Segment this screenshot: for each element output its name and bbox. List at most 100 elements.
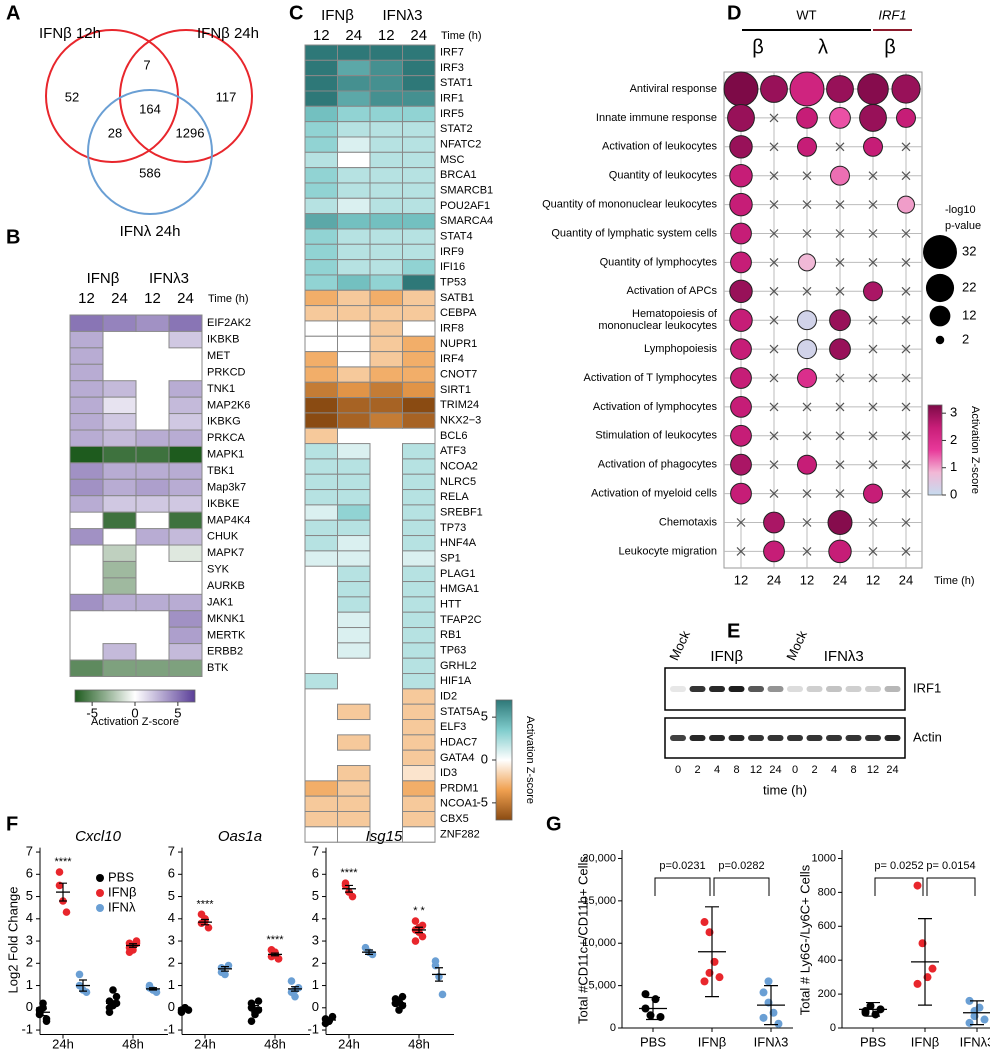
error-bar [221,966,229,972]
bubble [796,107,818,129]
band [865,686,881,692]
heatmap-cell [102,577,137,595]
row-label: Lymphopoiesis [644,343,717,355]
heatmap-cell [102,544,137,562]
no-data-mark [802,171,812,181]
heatmap-cell [337,826,371,843]
heatmap-cell [369,397,403,414]
bubble [727,103,755,132]
row-label: MKNK1 [207,613,245,625]
column-label: 24 [410,27,427,44]
no-data-mark [835,229,845,238]
x-tick-label: 24h [52,1036,74,1050]
row-label: IRF3 [440,62,464,74]
heatmap-cell [304,443,338,460]
heatmap-cell [304,535,338,552]
no-data-mark [835,431,845,441]
y-tick-label: 7 [26,843,33,858]
heatmap-cell [337,167,371,184]
legend-label: IFNβ [108,884,136,899]
heatmap-cell [402,703,436,721]
heatmap-cell [168,478,203,497]
no-data-mark [802,286,812,296]
no-data-mark [769,402,779,412]
no-data-mark [868,344,878,354]
heatmap-cell [304,811,338,828]
heatmap-cell [337,90,371,107]
data-point [965,996,974,1005]
bubble [763,511,785,534]
data-point [287,977,296,985]
bubble [797,339,817,360]
no-data-mark [901,402,911,412]
row-label: SMARCA4 [440,215,493,227]
no-data-mark [802,402,812,412]
heatmap-cell [304,305,338,322]
heatmap-cell [168,445,203,464]
legend-label: IFNλ [108,899,136,914]
heatmap-cell [304,780,338,797]
row-label: HMGA1 [440,583,479,595]
no-data-mark [868,518,878,527]
bubble [829,309,851,332]
heatmap-cell [69,347,104,365]
row-label: IKBKG [207,416,241,428]
error-bar [764,985,778,1026]
heatmap-cell [337,811,371,828]
heatmap-cell [304,335,338,353]
heatmap-cell [337,458,371,475]
heatmap-cell [369,289,403,307]
bubble [828,539,852,564]
x-tick-label: 24 [899,572,913,587]
row-label: Activation of phagocytes [598,459,718,471]
band [689,735,706,741]
y-tick-label: -1 [21,1021,33,1036]
y-tick-label: 200 [818,988,836,1000]
y-tick-label: 5 [168,888,175,903]
heatmap-cell [369,351,403,368]
heatmap-cell [337,504,371,521]
heatmap-cell [304,213,338,230]
heatmap-cell [402,535,436,552]
data-point [398,992,407,1001]
heatmap-cell [337,642,371,659]
no-data-mark [802,200,812,210]
panel-letter: B [6,226,20,248]
row-label: NLRC5 [440,476,476,488]
data-point [112,992,121,1001]
size-legend-marker [929,305,951,327]
heatmap-cell [402,443,436,460]
row-label: Stimulation of leukocytes [595,430,717,442]
p-value-label: p= 0.0154 [926,860,975,872]
heatmap-cell [102,478,137,497]
comparison-bracket [926,877,976,896]
chart-title: Oas1a [218,828,262,845]
heatmap-cell [304,182,338,199]
error-bar [59,882,67,902]
column-label: 12 [78,290,95,307]
lane-label: 8 [850,764,856,776]
no-data-mark [868,373,878,383]
no-data-mark [769,489,779,499]
venn-count: 28 [108,125,122,140]
lane-label: 4 [831,764,837,776]
heatmap-cell [402,197,436,215]
heatmap-cell [369,105,403,123]
heatmap-cell [369,243,403,261]
no-data-mark [868,546,878,556]
no-data-mark [769,200,779,210]
heatmap-cell [369,305,403,322]
treatment-label: Mock [783,628,810,663]
heatmap-cell [168,544,203,562]
heatmap-cell [402,458,436,475]
treatment-label: Mock [666,628,693,663]
row-label: IRF8 [440,323,464,335]
no-data-mark [835,460,845,470]
colorbar-tick-label: 0 [131,705,138,720]
y-tick-label: 2 [312,955,319,970]
heatmap-cell [337,121,371,138]
heatmap-cell [102,396,137,415]
data-point [224,961,233,970]
heatmap-cell [337,489,371,506]
data-point [965,1018,974,1027]
